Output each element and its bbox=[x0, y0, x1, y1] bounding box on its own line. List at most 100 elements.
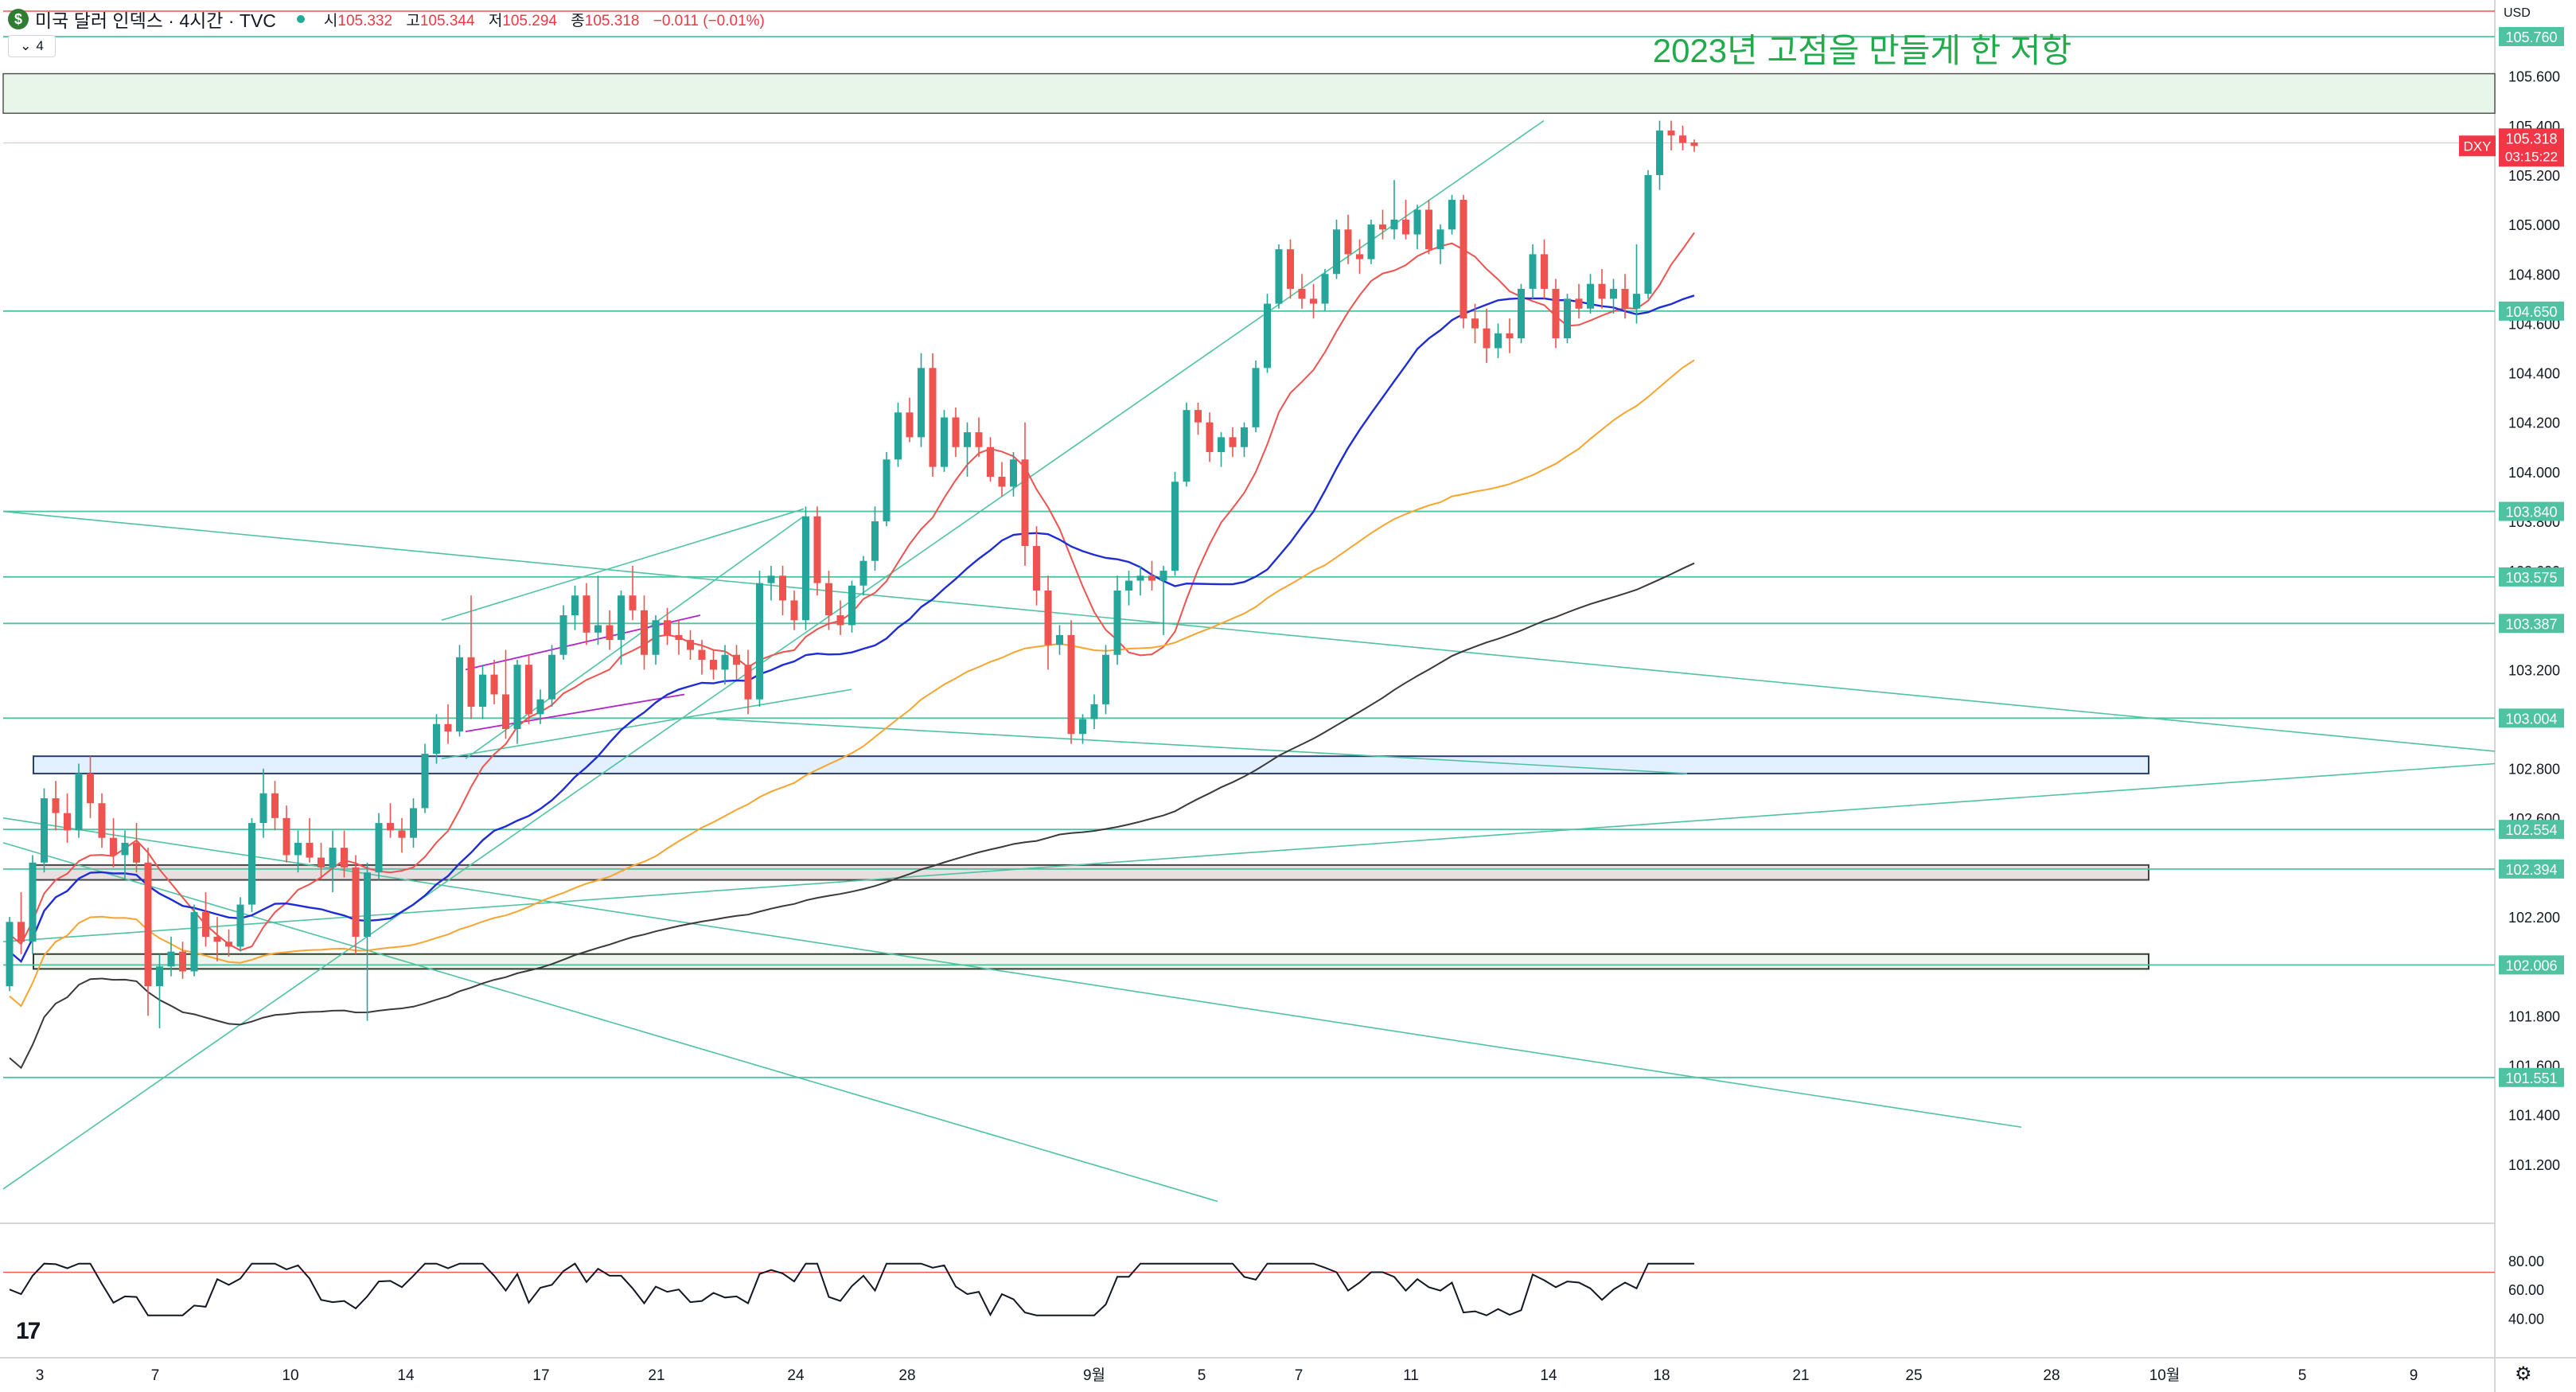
candle-body bbox=[536, 699, 544, 715]
candle bbox=[1252, 361, 1260, 433]
candle-body bbox=[421, 754, 429, 809]
candle bbox=[110, 817, 117, 868]
candle-body bbox=[433, 723, 440, 754]
candle bbox=[871, 506, 879, 571]
candle-body bbox=[1413, 209, 1421, 235]
level-badge: 102.006 bbox=[2499, 955, 2564, 975]
candle-body bbox=[906, 412, 914, 438]
candle-body bbox=[836, 615, 844, 626]
candle-body bbox=[1229, 437, 1237, 447]
candle bbox=[1010, 451, 1017, 497]
candle-body bbox=[1436, 229, 1444, 250]
candle-body bbox=[1183, 410, 1191, 482]
candle bbox=[421, 743, 429, 813]
candle bbox=[1206, 412, 1214, 462]
candle bbox=[1333, 219, 1340, 279]
candle-body bbox=[1333, 229, 1340, 275]
candle bbox=[1390, 180, 1398, 240]
candle bbox=[1575, 283, 1583, 319]
gear-icon[interactable]: ⚙ bbox=[2515, 1363, 2532, 1385]
candle-body bbox=[975, 432, 983, 447]
candle-body bbox=[502, 694, 509, 729]
symbol-title[interactable]: 미국 달러 인덱스 · 4시간 · TVC bbox=[35, 10, 276, 31]
trend-line bbox=[2, 762, 2496, 943]
candle-body bbox=[1690, 142, 1698, 146]
candle-body bbox=[987, 446, 994, 478]
candle bbox=[1425, 200, 1432, 255]
candle bbox=[1552, 279, 1560, 349]
candle-body bbox=[1241, 427, 1248, 447]
rsi-tick-label: 40.00 bbox=[2508, 1311, 2544, 1327]
candle-body bbox=[1425, 209, 1432, 250]
candle bbox=[675, 620, 683, 655]
candle bbox=[1610, 279, 1617, 314]
candle-body bbox=[467, 657, 475, 708]
candle bbox=[975, 417, 983, 458]
indicators-toggle-button[interactable]: ⌄ 4 bbox=[8, 35, 56, 57]
candle bbox=[825, 571, 832, 630]
time-tick-label: 9 bbox=[2410, 1367, 2418, 1384]
candle bbox=[259, 768, 267, 838]
candle bbox=[606, 610, 614, 650]
candle-body bbox=[1552, 288, 1560, 339]
candle-body bbox=[698, 649, 706, 660]
candle-body bbox=[1621, 288, 1629, 309]
candle-body bbox=[133, 842, 140, 863]
candle-body bbox=[629, 595, 637, 610]
candle bbox=[779, 565, 786, 616]
candle bbox=[29, 855, 37, 954]
candle-body bbox=[675, 634, 683, 641]
candle-body bbox=[410, 808, 417, 838]
price-tick-label: 105.600 bbox=[2508, 69, 2560, 85]
candle bbox=[433, 714, 440, 764]
level-badge-text: 103.840 bbox=[2505, 505, 2557, 521]
trend-line bbox=[441, 508, 805, 622]
candle-body bbox=[1287, 249, 1294, 289]
candle-body bbox=[848, 585, 855, 626]
candle bbox=[1218, 432, 1225, 467]
candle bbox=[1356, 239, 1363, 275]
candle-body bbox=[1367, 224, 1375, 259]
time-tick-label: 14 bbox=[1540, 1367, 1557, 1384]
time-tick-label: 17 bbox=[532, 1367, 549, 1384]
candle-body bbox=[744, 665, 752, 700]
candle bbox=[1587, 274, 1594, 314]
candle bbox=[571, 585, 579, 630]
candle bbox=[1102, 645, 1109, 715]
candle-body bbox=[41, 797, 48, 863]
candle bbox=[1402, 200, 1409, 240]
candle bbox=[18, 892, 25, 954]
candle-body bbox=[1356, 254, 1363, 259]
candle-body bbox=[859, 560, 867, 586]
candle-body bbox=[894, 412, 902, 460]
candle bbox=[133, 823, 140, 873]
candle bbox=[75, 763, 83, 838]
tradingview-logo[interactable]: 17 bbox=[16, 1318, 41, 1344]
candle bbox=[1495, 323, 1502, 358]
candle-body bbox=[318, 857, 325, 868]
candle-body bbox=[1159, 571, 1167, 581]
time-tick-label: 5 bbox=[1198, 1367, 1206, 1384]
candle-body bbox=[710, 659, 717, 670]
candle bbox=[813, 506, 821, 596]
candle bbox=[444, 704, 452, 744]
candle bbox=[144, 848, 152, 1016]
level-badge: 103.387 bbox=[2499, 614, 2564, 634]
current-price-text: 105.318 bbox=[2505, 131, 2557, 146]
candle bbox=[294, 830, 302, 873]
level-badge-bg bbox=[2499, 301, 2564, 321]
candle-body bbox=[1390, 219, 1398, 230]
candle-body bbox=[883, 459, 890, 521]
candle bbox=[859, 556, 867, 596]
candle-body bbox=[941, 417, 948, 467]
channel-line bbox=[465, 693, 685, 732]
candle-body bbox=[583, 595, 590, 633]
candle bbox=[883, 451, 890, 527]
level-badge: 103.840 bbox=[2499, 501, 2564, 521]
candle-body bbox=[952, 417, 960, 447]
candle bbox=[467, 595, 475, 719]
candle-body bbox=[1633, 294, 1640, 309]
candle bbox=[1518, 283, 1525, 344]
price-tick-label: 105.000 bbox=[2508, 217, 2560, 233]
